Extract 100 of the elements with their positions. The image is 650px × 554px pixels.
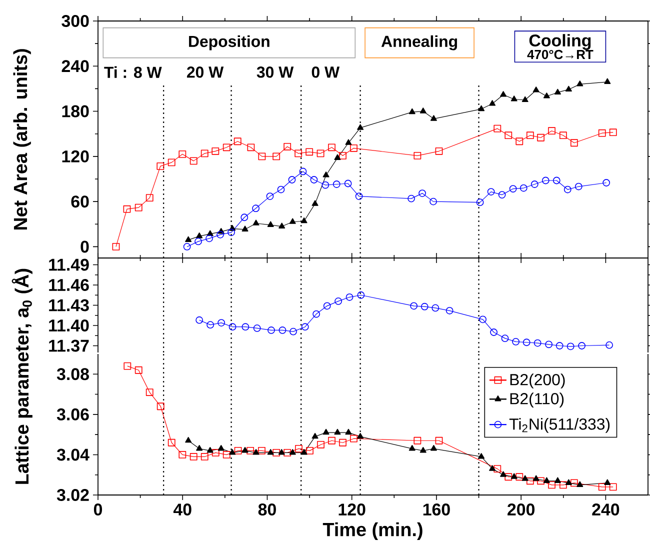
point <box>332 180 340 188</box>
point <box>606 341 613 349</box>
point <box>408 444 416 451</box>
point <box>289 449 296 455</box>
point <box>228 228 235 236</box>
point <box>414 436 422 444</box>
point <box>345 428 352 435</box>
y-tick-label: 300 <box>62 14 89 27</box>
point <box>543 92 550 98</box>
point <box>252 220 260 226</box>
point <box>178 150 186 158</box>
point <box>146 194 154 202</box>
point <box>509 185 517 192</box>
point <box>252 449 260 455</box>
point <box>609 483 617 491</box>
point <box>234 138 242 146</box>
point <box>570 479 578 487</box>
point <box>242 446 248 453</box>
point <box>288 176 296 184</box>
x-tick-label: 240 <box>592 504 620 516</box>
point <box>290 328 297 336</box>
point <box>312 310 320 318</box>
point <box>476 198 484 206</box>
point <box>576 80 584 86</box>
y-tick-label: 240 <box>62 60 89 72</box>
point <box>156 162 164 170</box>
point <box>134 204 142 212</box>
point <box>578 342 586 350</box>
point <box>252 204 260 212</box>
point <box>200 453 208 460</box>
point <box>526 477 534 485</box>
point <box>185 236 192 242</box>
point <box>510 473 518 479</box>
point <box>522 475 528 481</box>
point <box>565 479 572 485</box>
point <box>228 323 236 331</box>
point <box>566 342 574 350</box>
point <box>576 481 584 487</box>
point <box>322 181 330 189</box>
annotation: 30 W <box>256 66 294 78</box>
point <box>565 86 572 92</box>
point <box>206 446 214 453</box>
point <box>564 186 572 194</box>
point <box>200 150 208 158</box>
x-tick-label: 160 <box>423 504 450 516</box>
point <box>322 172 330 178</box>
y-tick-label: 3.08 <box>56 368 89 380</box>
y-tick-label: 11.40 <box>49 320 89 332</box>
y-tick-label: 11.43 <box>49 299 89 312</box>
point <box>267 221 274 227</box>
point <box>446 306 454 314</box>
legend-label: B2(110) <box>510 392 564 408</box>
y-tick-label: 11.46 <box>49 279 89 291</box>
annotation: 0 W <box>312 66 340 78</box>
point <box>218 444 224 451</box>
legend-label: B2(200) <box>510 374 565 388</box>
x-tick-label: 80 <box>258 504 276 516</box>
point <box>258 446 266 454</box>
point <box>300 449 308 455</box>
point <box>510 96 518 102</box>
point <box>312 432 318 439</box>
point <box>598 129 606 137</box>
point <box>339 152 346 160</box>
y-tick-label: 3.04 <box>56 448 90 461</box>
point <box>190 157 198 165</box>
point <box>146 388 154 396</box>
y-tick-label: 3.06 <box>56 408 89 420</box>
point <box>112 243 120 250</box>
point <box>559 481 567 489</box>
point <box>556 342 564 350</box>
annotation: Ti : 8 W <box>104 66 162 78</box>
point <box>543 477 550 483</box>
point <box>206 234 213 242</box>
point <box>357 291 365 299</box>
y-tick-label: 120 <box>62 150 89 162</box>
point <box>489 465 496 471</box>
point <box>344 180 352 188</box>
point <box>350 434 358 442</box>
point <box>168 158 176 166</box>
point <box>258 152 266 160</box>
point <box>489 100 496 106</box>
point <box>194 238 202 246</box>
point <box>242 226 248 232</box>
point <box>512 338 520 346</box>
point <box>526 132 534 140</box>
point <box>229 449 236 455</box>
point <box>185 436 192 443</box>
point <box>328 436 336 444</box>
point <box>420 446 426 453</box>
point <box>310 176 318 184</box>
annotation: 20 W <box>186 66 224 78</box>
point <box>277 186 285 194</box>
y-tick-label: 3.02 <box>56 488 89 502</box>
y-tick-label: 11.49 <box>49 258 89 271</box>
point <box>500 91 507 97</box>
point <box>350 144 358 152</box>
point <box>357 124 364 130</box>
y-tick-label: 180 <box>62 105 89 118</box>
point <box>272 152 280 160</box>
point <box>554 88 561 95</box>
